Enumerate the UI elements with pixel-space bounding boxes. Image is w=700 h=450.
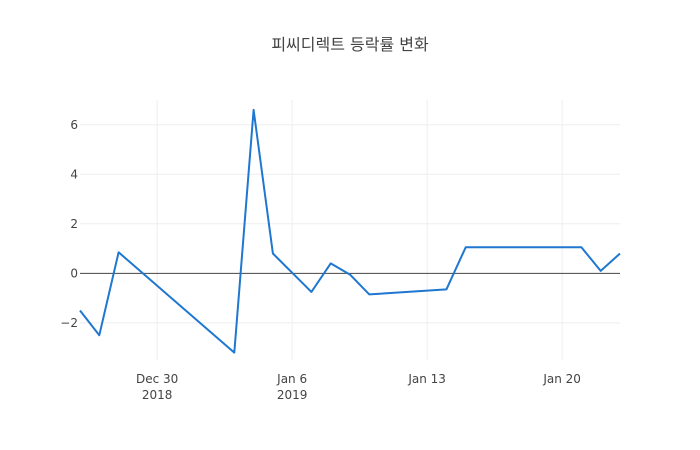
x-tick-label: Dec 30 (136, 372, 178, 386)
y-tick-label: 2 (70, 217, 78, 231)
x-tick-sublabel: 2018 (142, 388, 173, 402)
chart-title: 피씨디렉트 등락률 변화 (271, 35, 429, 54)
x-tick-label: Jan 13 (407, 372, 446, 386)
series-line (79, 108, 621, 354)
x-tick-label: Jan 20 (542, 372, 581, 386)
x-tick-label: Jan 6 (276, 372, 307, 386)
y-tick-label: 4 (70, 167, 78, 181)
y-tick-label: 6 (70, 118, 78, 132)
axes: Dec 30 2018 Jan 6 2019 Jan 13 Jan 20 −2 0 2 4 6 (60, 118, 581, 402)
x-tick-sublabel: 2019 (277, 388, 308, 402)
series-layer (79, 108, 621, 354)
y-tick-label: 0 (70, 266, 78, 280)
y-tick-label: −2 (60, 316, 78, 330)
grid (80, 100, 620, 360)
